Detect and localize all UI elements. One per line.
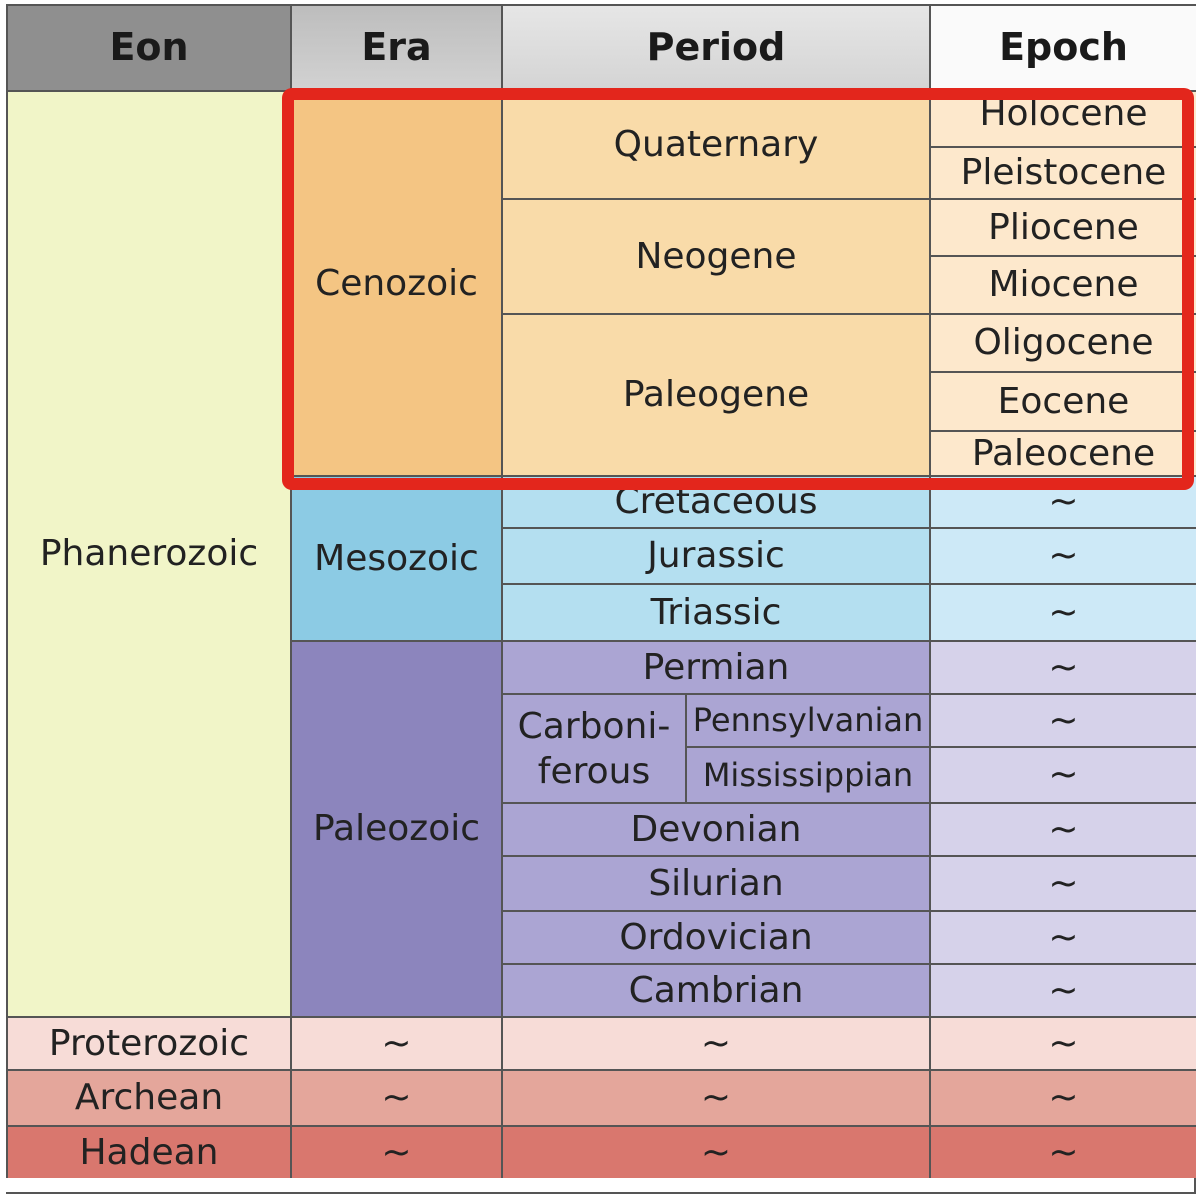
epoch-placeholder: ~ [929, 1125, 1196, 1178]
epoch-placeholder: ~ [929, 1016, 1196, 1069]
epoch-paleocene: Paleocene [929, 430, 1196, 475]
period-placeholder: ~ [501, 1069, 929, 1125]
eon-phanerozoic: Phanerozoic [6, 90, 290, 1016]
geologic-time-table: Eon Era Period Epoch Phanerozoic Cenozoi… [6, 4, 1196, 1194]
eon-hadean: Hadean [6, 1125, 290, 1178]
epoch-placeholder: ~ [929, 475, 1196, 527]
header-period: Period [501, 4, 929, 90]
epoch-placeholder: ~ [929, 746, 1196, 802]
period-neogene: Neogene [501, 198, 929, 313]
period-paleogene: Paleogene [501, 313, 929, 475]
period-permian: Permian [501, 640, 929, 693]
period-placeholder: ~ [501, 1016, 929, 1069]
epoch-placeholder: ~ [929, 583, 1196, 640]
era-mesozoic: Mesozoic [290, 475, 501, 640]
epoch-placeholder: ~ [929, 910, 1196, 963]
header-era: Era [290, 4, 501, 90]
period-jurassic: Jurassic [501, 527, 929, 583]
epoch-eocene: Eocene [929, 371, 1196, 430]
subperiod-mississippian: Mississippian [685, 746, 929, 802]
period-devonian: Devonian [501, 802, 929, 855]
epoch-pleistocene: Pleistocene [929, 146, 1196, 198]
period-carboniferous: Carboni- ferous [501, 693, 685, 802]
period-quaternary: Quaternary [501, 90, 929, 198]
epoch-placeholder: ~ [929, 527, 1196, 583]
epoch-placeholder: ~ [929, 1069, 1196, 1125]
header-eon: Eon [6, 4, 290, 90]
eon-proterozoic: Proterozoic [6, 1016, 290, 1069]
era-placeholder: ~ [290, 1125, 501, 1178]
header-epoch: Epoch [929, 4, 1196, 90]
era-cenozoic: Cenozoic [290, 90, 501, 475]
eon-archean: Archean [6, 1069, 290, 1125]
epoch-miocene: Miocene [929, 255, 1196, 313]
period-cretaceous: Cretaceous [501, 475, 929, 527]
epoch-pliocene: Pliocene [929, 198, 1196, 255]
period-triassic: Triassic [501, 583, 929, 640]
period-silurian: Silurian [501, 855, 929, 910]
era-placeholder: ~ [290, 1016, 501, 1069]
subperiod-pennsylvanian: Pennsylvanian [685, 693, 929, 746]
era-placeholder: ~ [290, 1069, 501, 1125]
epoch-placeholder: ~ [929, 693, 1196, 746]
period-ordovician: Ordovician [501, 910, 929, 963]
period-cambrian: Cambrian [501, 963, 929, 1016]
epoch-oligocene: Oligocene [929, 313, 1196, 371]
epoch-placeholder: ~ [929, 963, 1196, 1016]
era-paleozoic: Paleozoic [290, 640, 501, 1016]
epoch-holocene: Holocene [929, 90, 1196, 146]
epoch-placeholder: ~ [929, 640, 1196, 693]
epoch-placeholder: ~ [929, 855, 1196, 910]
period-placeholder: ~ [501, 1125, 929, 1178]
epoch-placeholder: ~ [929, 802, 1196, 855]
